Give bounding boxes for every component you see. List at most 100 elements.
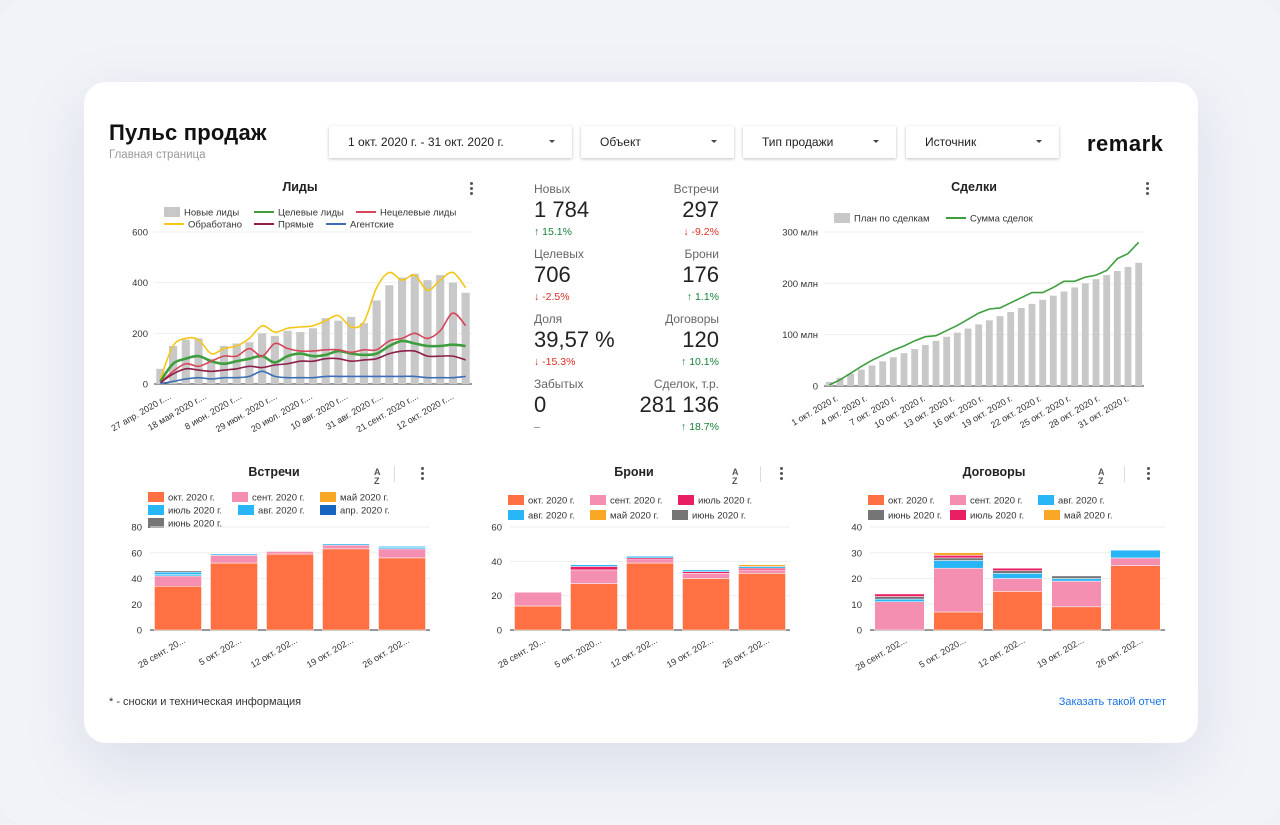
bar [385,285,394,384]
bar-segment [210,555,258,564]
legend-label: План по сделкам [854,214,930,225]
legend-swatch [320,505,336,515]
more-vert-icon[interactable] [420,467,424,481]
x-tick-label: 31 окт. 2020 г. [1076,393,1130,430]
bar [410,273,419,384]
bar-segment [874,593,925,597]
kpi-bookings-label: Брони [684,247,719,261]
kpi-new-label: Новых [534,182,571,196]
more-vert-icon[interactable] [779,467,783,481]
bar-segment [378,546,426,548]
y-tick-label: 80 [131,523,142,534]
y-tick-label: 40 [131,574,142,585]
legend-swatch [950,495,966,505]
deals-chart: План по сделкам Сумма сделок 0 100 млн 200 м… [782,213,1144,430]
x-tick-label: 21 сент. 2020 г.... [355,391,420,432]
legend-swatch [508,510,524,520]
bar [1135,262,1143,386]
x-tick-label: 28 сент. 20... [136,635,187,670]
legend-label: сент. 2020 г. [970,496,1023,507]
bar-segment [1110,557,1161,566]
bar [232,343,241,384]
kpi-bookings-change: ↑ 1.1% [686,291,719,303]
bar-segment [210,562,258,631]
bar-segment [570,569,618,584]
kpi-share-value: 39,57 % [534,327,615,352]
bar [156,368,165,384]
bar [1060,291,1068,386]
object-filter[interactable]: Объект [581,126,734,158]
y-tick-label: 20 [491,591,502,602]
bar [921,344,929,386]
legend-swatch [590,495,606,505]
bar-segment [570,564,618,567]
bar [1081,283,1089,386]
bar-segment [322,543,370,546]
bar-segment [738,566,786,569]
y-tick-label: 20 [131,600,142,611]
more-vert-icon[interactable] [469,182,473,196]
kpi-deals-sum: Сделок, т.р. 281 136 ↑ 18.7% [604,377,719,433]
x-tick-label: 12 окт. 202... [249,635,299,670]
bar-segment [933,552,984,556]
bar [296,332,305,384]
bar-segment [992,591,1043,631]
bar [1071,287,1079,386]
meetings-chart-title: Встречи [248,465,300,479]
bar [889,357,897,386]
legend-label: июнь 2020 г. [692,511,746,522]
y-tick-label: 60 [491,523,502,534]
bar-segment [626,557,674,560]
legend-label: Прямые [278,220,314,231]
bar [836,377,844,386]
date-range-filter[interactable]: 1 окт. 2020 г. - 31 окт. 2020 г. [329,126,572,158]
legend-label: окт. 2020 г. [528,496,575,507]
y-tick-label: 0 [143,380,148,391]
legend-swatch [1044,510,1060,520]
more-vert-icon[interactable] [1146,467,1150,481]
bar-segment [322,548,370,631]
kpi-forgotten: Забытых 0 – [534,377,584,433]
bar-segment [626,559,674,564]
legend-label: Сумма сделок [970,214,1034,225]
legend-label: сент. 2020 г. [610,496,663,507]
legend-swatch [1038,495,1054,505]
bar-segment [378,548,426,559]
bar-segment [626,555,674,559]
x-tick-label: 27 апр. 2020 г.... [110,391,173,432]
bar [181,339,190,384]
y-tick-label: 200 [132,329,148,340]
source-filter[interactable]: Источник [906,126,1059,158]
bar-segment [570,583,618,631]
legend-label: Агентские [350,220,394,231]
series-line [159,271,467,380]
kpi-bookings-value: 176 [682,262,719,287]
more-vert-icon[interactable] [1145,182,1149,196]
bar-segment [1110,549,1161,559]
bar-segment [154,570,202,573]
bar-segment [738,569,786,574]
legend-swatch [148,505,164,515]
legend-label: Обработано [188,220,242,231]
x-tick-label: 19 окт. 202... [1035,635,1085,670]
bar-segment [874,601,925,631]
kpi-meetings-change: ↓ -9.2% [683,226,719,238]
kpi-share: Доля 39,57 % ↓ -15.3% [534,312,615,368]
kpi-new-change: ↑ 15.1% [534,226,572,238]
legend-label: Целевые лиды [278,208,344,219]
bar-segment [626,562,674,631]
sale-type-filter[interactable]: Тип продажи [743,126,896,158]
y-tick-label: 10 [851,600,862,611]
bar [996,316,1004,386]
legend-swatch [868,510,884,520]
kpi-contracts: Договоры 120 ↑ 10.1% [624,312,719,368]
bar [1113,271,1121,386]
bar-segment [992,570,1043,574]
kpi-meetings-label: Встречи [673,182,719,196]
order-report-link[interactable]: Заказать такой отчет [1058,696,1166,708]
bar-segment [154,575,202,587]
bar-segment [933,611,984,631]
